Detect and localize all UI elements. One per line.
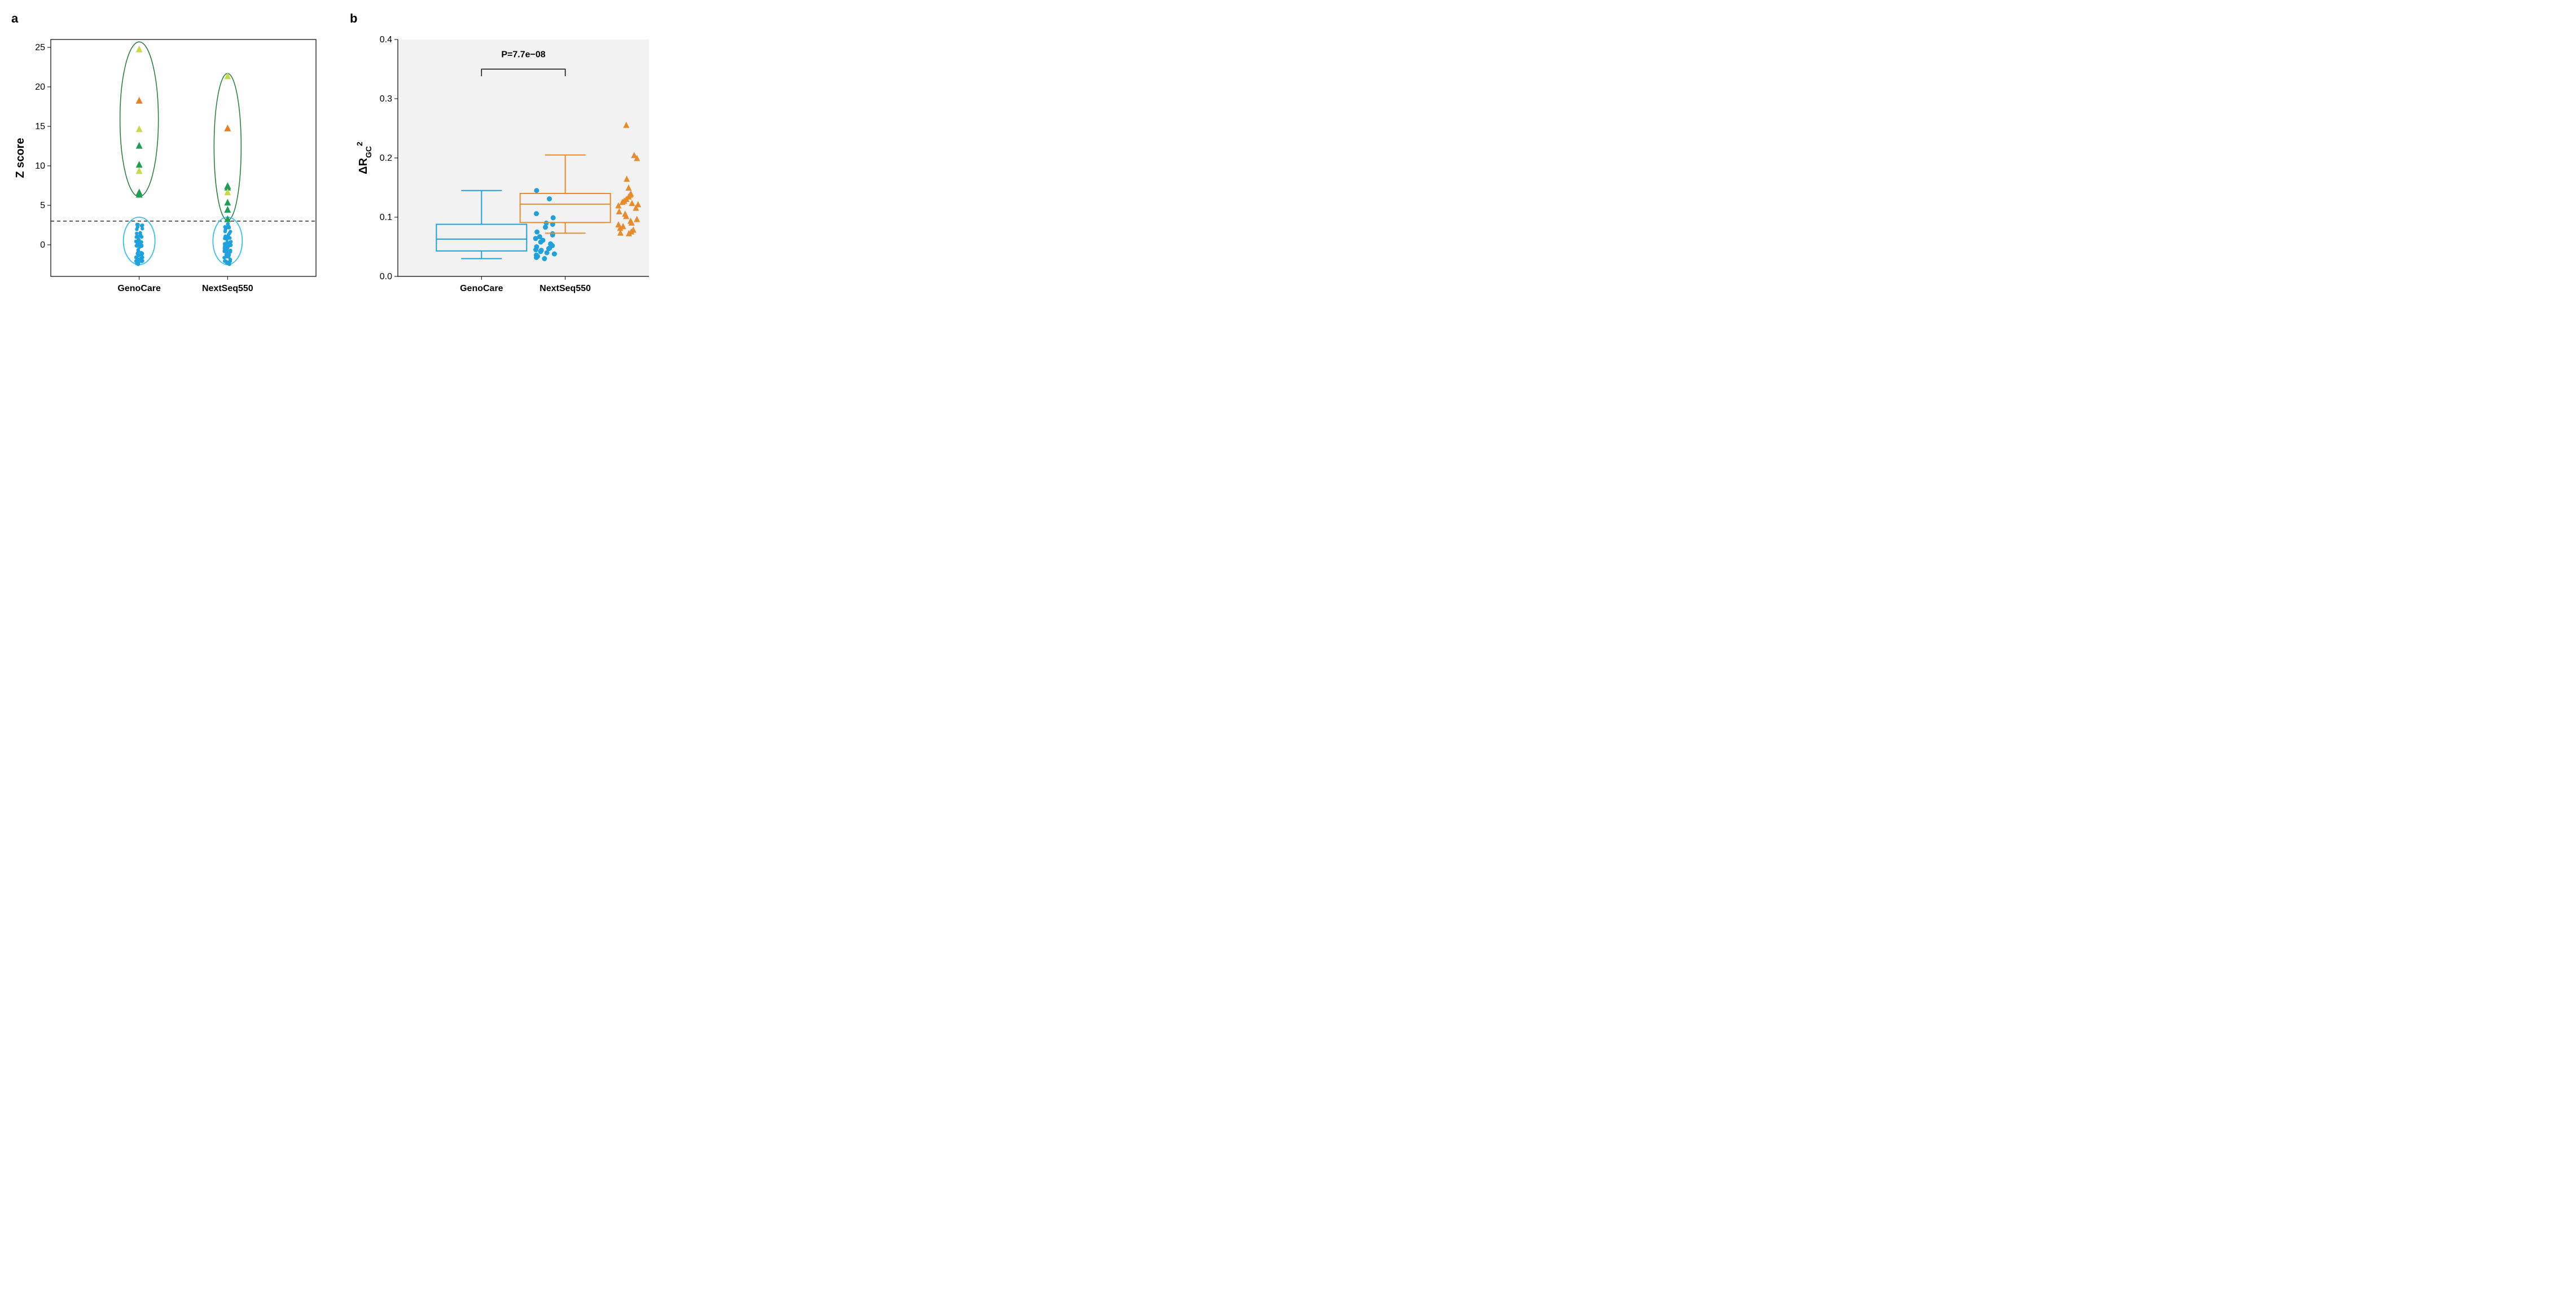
panel-a-label: a bbox=[11, 11, 327, 26]
svg-text:5: 5 bbox=[40, 201, 45, 210]
svg-text:10: 10 bbox=[35, 161, 45, 171]
svg-text:P=7.7e−08: P=7.7e−08 bbox=[501, 50, 545, 60]
svg-text:0.4: 0.4 bbox=[380, 35, 392, 45]
svg-text:0.3: 0.3 bbox=[380, 94, 392, 104]
svg-text:Z score: Z score bbox=[14, 138, 27, 178]
panel-b-column: b 0.0 0.1 0.2 0.3 0.4 GenoCare NextSeq550 ΔRGC2… bbox=[350, 11, 666, 310]
panel-b-chart: 0.0 0.1 0.2 0.3 0.4 GenoCare NextSeq550 ΔRGC2 P=… bbox=[350, 28, 666, 310]
figure: a 0 5 10 15 20 25 GenoCare NextSeq550 Z score b … bbox=[11, 11, 2565, 310]
panel-b-label: b bbox=[350, 11, 666, 26]
svg-text:15: 15 bbox=[35, 122, 45, 131]
svg-text:GenoCare: GenoCare bbox=[117, 284, 161, 293]
svg-text:0.0: 0.0 bbox=[380, 272, 392, 281]
panel-a-chart: 0 5 10 15 20 25 GenoCare NextSeq550 Z score bbox=[11, 28, 327, 310]
svg-text:20: 20 bbox=[35, 82, 45, 92]
svg-text:0.2: 0.2 bbox=[380, 153, 392, 163]
svg-text:25: 25 bbox=[35, 43, 45, 52]
panel-a-column: a 0 5 10 15 20 25 GenoCare NextSeq550 Z score bbox=[11, 11, 327, 310]
svg-text:NextSeq550: NextSeq550 bbox=[202, 284, 253, 293]
svg-text:ΔRGC2: ΔRGC2 bbox=[355, 142, 373, 174]
svg-text:GenoCare: GenoCare bbox=[460, 284, 503, 293]
svg-text:0: 0 bbox=[40, 240, 45, 250]
svg-text:0.1: 0.1 bbox=[380, 213, 392, 222]
svg-text:NextSeq550: NextSeq550 bbox=[539, 284, 591, 293]
